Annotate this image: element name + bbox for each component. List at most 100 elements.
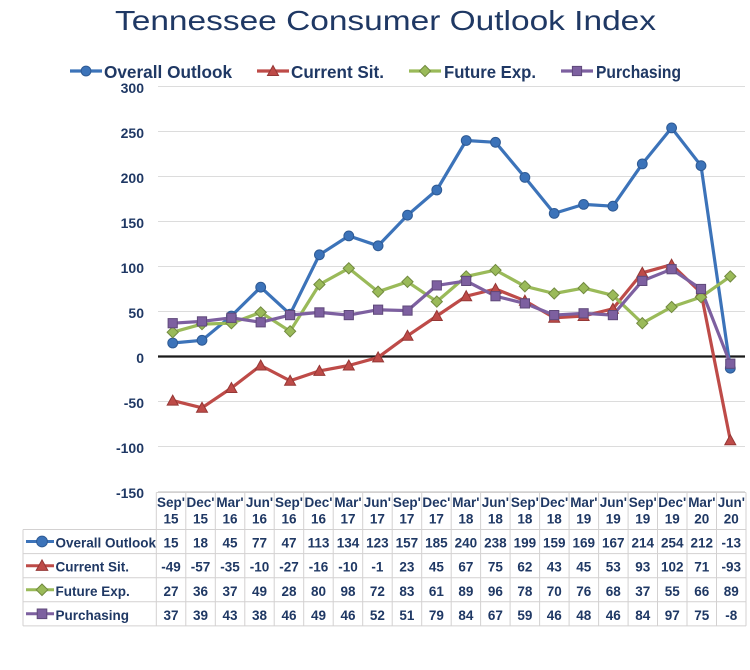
svg-text:17: 17 xyxy=(429,512,444,527)
svg-text:51: 51 xyxy=(399,608,415,623)
svg-text:49: 49 xyxy=(252,584,267,599)
svg-text:46: 46 xyxy=(340,608,356,623)
svg-text:Sep': Sep' xyxy=(629,495,657,510)
svg-text:70: 70 xyxy=(547,584,562,599)
svg-text:18: 18 xyxy=(547,512,563,527)
svg-text:199: 199 xyxy=(514,536,537,551)
svg-text:16: 16 xyxy=(281,512,297,527)
svg-text:39: 39 xyxy=(193,608,208,623)
svg-text:240: 240 xyxy=(455,536,478,551)
svg-text:-10: -10 xyxy=(250,560,270,575)
svg-text:84: 84 xyxy=(458,608,474,623)
svg-text:27: 27 xyxy=(163,584,178,599)
svg-text:45: 45 xyxy=(576,560,592,575)
svg-text:48: 48 xyxy=(576,608,592,623)
svg-text:Dec': Dec' xyxy=(540,495,568,510)
svg-text:-8: -8 xyxy=(725,608,737,623)
svg-text:79: 79 xyxy=(429,608,444,623)
svg-text:49: 49 xyxy=(311,608,326,623)
svg-text:19: 19 xyxy=(606,512,621,527)
svg-text:-10: -10 xyxy=(338,560,358,575)
svg-text:45: 45 xyxy=(429,560,445,575)
svg-text:Overall Outlook: Overall Outlook xyxy=(56,536,157,551)
svg-text:250: 250 xyxy=(121,125,145,141)
svg-text:15: 15 xyxy=(163,536,179,551)
svg-text:Purchasing: Purchasing xyxy=(596,62,681,82)
svg-text:75: 75 xyxy=(488,560,504,575)
svg-text:Dec': Dec' xyxy=(658,495,686,510)
svg-text:159: 159 xyxy=(543,536,566,551)
svg-text:98: 98 xyxy=(340,584,356,599)
svg-text:19: 19 xyxy=(665,512,680,527)
svg-text:Jun': Jun' xyxy=(718,495,745,510)
svg-text:28: 28 xyxy=(281,584,297,599)
svg-text:76: 76 xyxy=(576,584,592,599)
svg-text:47: 47 xyxy=(281,536,296,551)
svg-text:Jun': Jun' xyxy=(246,495,273,510)
svg-text:67: 67 xyxy=(458,560,473,575)
svg-text:0: 0 xyxy=(136,350,144,366)
svg-text:46: 46 xyxy=(606,608,622,623)
svg-text:-57: -57 xyxy=(191,560,211,575)
svg-text:-150: -150 xyxy=(116,485,144,501)
svg-text:Mar': Mar' xyxy=(334,495,361,510)
svg-text:16: 16 xyxy=(311,512,327,527)
svg-text:Dec': Dec' xyxy=(422,495,450,510)
svg-text:37: 37 xyxy=(222,584,237,599)
svg-text:97: 97 xyxy=(665,608,680,623)
svg-text:134: 134 xyxy=(337,536,360,551)
svg-text:78: 78 xyxy=(517,584,533,599)
svg-text:Sep': Sep' xyxy=(275,495,303,510)
svg-text:157: 157 xyxy=(396,536,419,551)
svg-text:15: 15 xyxy=(193,512,209,527)
svg-text:71: 71 xyxy=(694,560,710,575)
svg-text:Future Exp.: Future Exp. xyxy=(444,62,536,82)
svg-text:93: 93 xyxy=(635,560,651,575)
svg-text:15: 15 xyxy=(163,512,179,527)
svg-text:62: 62 xyxy=(517,560,532,575)
svg-text:254: 254 xyxy=(661,536,684,551)
svg-text:50: 50 xyxy=(128,305,144,321)
svg-text:52: 52 xyxy=(370,608,385,623)
svg-text:-35: -35 xyxy=(220,560,240,575)
svg-text:-27: -27 xyxy=(279,560,299,575)
svg-text:46: 46 xyxy=(281,608,297,623)
svg-text:17: 17 xyxy=(370,512,385,527)
svg-text:150: 150 xyxy=(121,215,145,231)
svg-text:43: 43 xyxy=(547,560,563,575)
svg-text:19: 19 xyxy=(635,512,650,527)
svg-text:Jun': Jun' xyxy=(600,495,627,510)
svg-text:Mar': Mar' xyxy=(688,495,715,510)
svg-text:96: 96 xyxy=(488,584,504,599)
svg-text:80: 80 xyxy=(311,584,326,599)
svg-text:37: 37 xyxy=(635,584,650,599)
svg-text:-50: -50 xyxy=(124,395,144,411)
svg-text:72: 72 xyxy=(370,584,385,599)
svg-text:167: 167 xyxy=(602,536,625,551)
svg-text:18: 18 xyxy=(458,512,474,527)
svg-text:Purchasing: Purchasing xyxy=(56,608,130,623)
svg-text:Sep': Sep' xyxy=(393,495,421,510)
svg-text:Mar': Mar' xyxy=(570,495,597,510)
svg-text:16: 16 xyxy=(252,512,268,527)
svg-text:83: 83 xyxy=(399,584,415,599)
svg-text:16: 16 xyxy=(222,512,238,527)
svg-text:212: 212 xyxy=(691,536,714,551)
svg-text:59: 59 xyxy=(517,608,532,623)
svg-text:77: 77 xyxy=(252,536,267,551)
svg-text:23: 23 xyxy=(399,560,415,575)
svg-text:Dec': Dec' xyxy=(187,495,215,510)
svg-text:Mar': Mar' xyxy=(452,495,479,510)
svg-text:84: 84 xyxy=(635,608,651,623)
svg-text:Overall Outlook: Overall Outlook xyxy=(104,62,232,82)
svg-text:Mar': Mar' xyxy=(216,495,243,510)
svg-text:113: 113 xyxy=(308,536,330,551)
svg-text:67: 67 xyxy=(488,608,503,623)
svg-text:17: 17 xyxy=(340,512,355,527)
svg-text:-93: -93 xyxy=(722,560,742,575)
svg-text:37: 37 xyxy=(163,608,178,623)
svg-text:53: 53 xyxy=(606,560,622,575)
svg-text:46: 46 xyxy=(547,608,563,623)
svg-text:43: 43 xyxy=(222,608,238,623)
svg-text:214: 214 xyxy=(632,536,655,551)
